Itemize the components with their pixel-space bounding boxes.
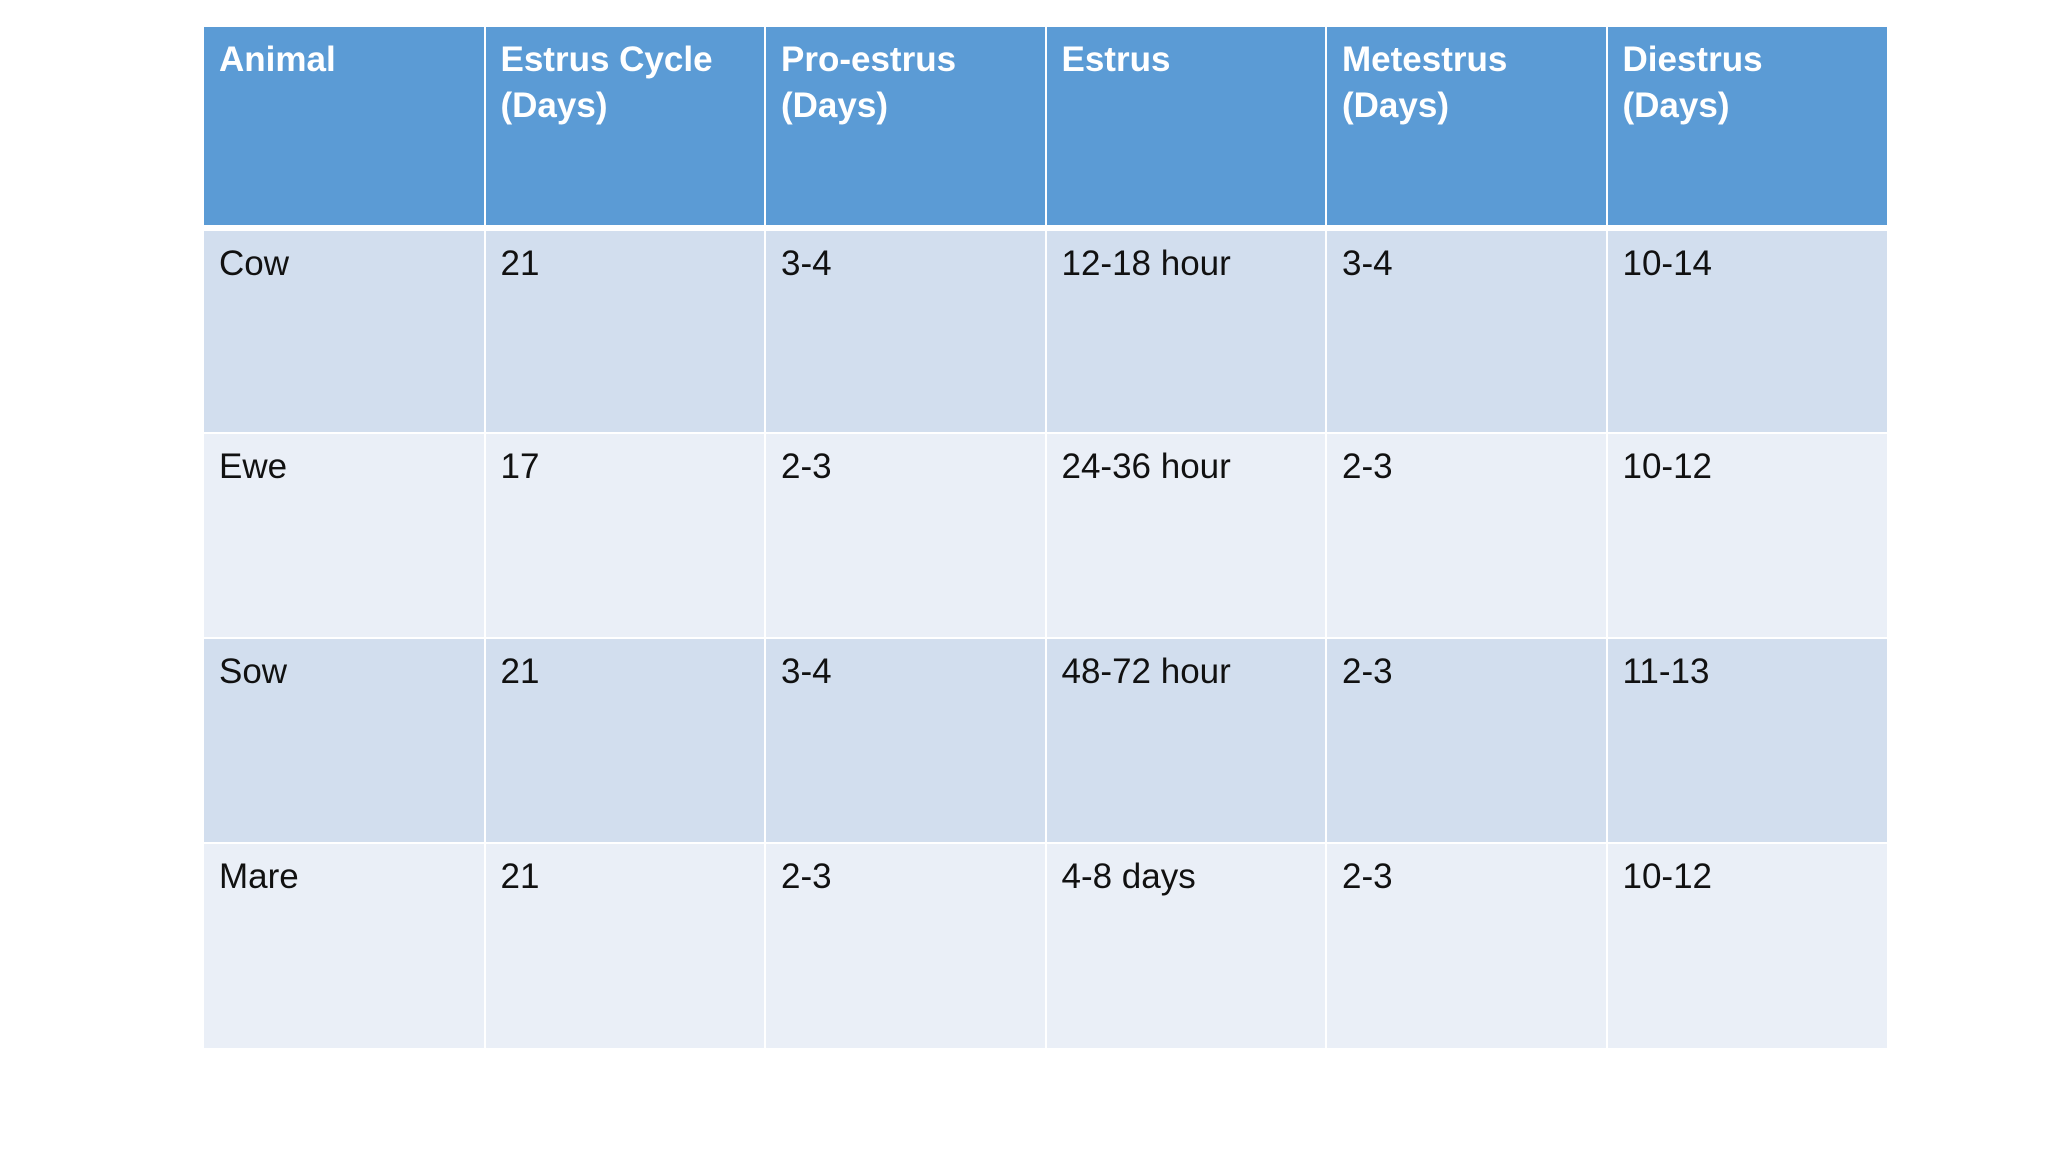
cell-metestrus: 2-3 (1325, 432, 1607, 638)
cell-diestrus: 10-12 (1605, 842, 1887, 1048)
cell-pro-estrus: 2-3 (764, 842, 1046, 1048)
table-row: Mare 21 2-3 4-8 days 2-3 10-12 (204, 842, 1887, 1048)
cell-estrus-cycle: 21 (483, 637, 765, 843)
cell-estrus: 48-72 hour (1044, 637, 1326, 843)
cell-diestrus: 10-12 (1605, 432, 1887, 638)
cell-diestrus: 11-13 (1605, 637, 1887, 843)
cell-estrus: 4-8 days (1044, 842, 1326, 1048)
cell-animal: Sow (204, 637, 485, 843)
cell-pro-estrus: 3-4 (764, 227, 1046, 433)
cell-metestrus: 2-3 (1325, 842, 1607, 1048)
cell-pro-estrus: 3-4 (764, 637, 1046, 843)
header-pro-estrus: Pro-estrus (Days) (764, 27, 1046, 231)
cell-metestrus: 2-3 (1325, 637, 1607, 843)
cell-animal: Ewe (204, 432, 485, 638)
table-row: Sow 21 3-4 48-72 hour 2-3 11-13 (204, 637, 1887, 843)
cell-estrus-cycle: 21 (483, 842, 765, 1048)
header-estrus-cycle: Estrus Cycle (Days) (483, 27, 765, 231)
table-row: Cow 21 3-4 12-18 hour 3-4 10-14 (204, 227, 1887, 433)
header-estrus: Estrus (1044, 27, 1326, 231)
header-animal: Animal (204, 27, 485, 231)
header-metestrus: Metestrus (Days) (1325, 27, 1607, 231)
table-header-row: Animal Estrus Cycle (Days) Pro-estrus (D… (204, 27, 1887, 231)
cell-metestrus: 3-4 (1325, 227, 1607, 433)
cell-estrus-cycle: 21 (483, 227, 765, 433)
cell-estrus: 12-18 hour (1044, 227, 1326, 433)
cell-estrus: 24-36 hour (1044, 432, 1326, 638)
estrus-cycle-table: Animal Estrus Cycle (Days) Pro-estrus (D… (204, 27, 1887, 1048)
cell-diestrus: 10-14 (1605, 227, 1887, 433)
header-diestrus: Diestrus (Days) (1605, 27, 1887, 231)
cell-estrus-cycle: 17 (483, 432, 765, 638)
cell-animal: Mare (204, 842, 485, 1048)
table-row: Ewe 17 2-3 24-36 hour 2-3 10-12 (204, 432, 1887, 638)
cell-animal: Cow (204, 227, 485, 433)
cell-pro-estrus: 2-3 (764, 432, 1046, 638)
